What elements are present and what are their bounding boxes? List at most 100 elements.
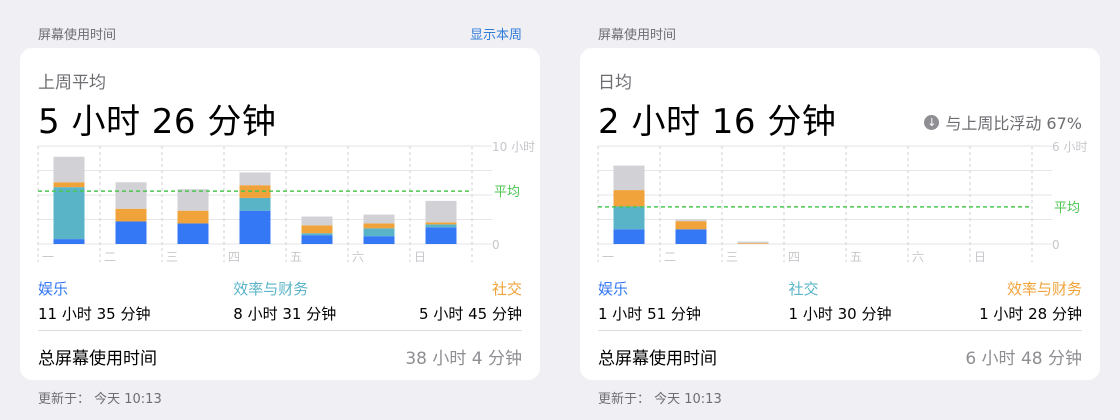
bar-segment [115,182,147,209]
category-social[interactable]: 社交 1 小时 30 分钟 [789,278,892,324]
usage-chart: 10 小时 0 一 二 三 四 五 六 日 平均 [37,140,535,264]
total-screen-time-value: 38 小时 4 分钟 [405,349,522,369]
bar-segment [675,229,707,244]
y-tick-label: 6 小时 [1052,140,1087,154]
week-comparison-text: 与上周比浮动 67% [945,114,1082,133]
bar-segment [675,219,707,222]
total-screen-time-label: 总屏幕使用时间 [598,349,717,369]
x-tick-label: 日 [414,250,426,264]
bar-segment [301,233,333,236]
bar-segment [239,197,271,211]
bar-segment [675,221,707,230]
category-name: 效率与财务 [233,280,309,298]
usage-card[interactable]: 上周平均 5 小时 26 分钟 10 小时 0 一 二 三 四 五 六 日 平均 娱乐 11 小时… [20,48,540,380]
category-entertainment[interactable]: 娱乐 11 小时 35 分钟 [38,278,150,324]
category-name: 社交 [491,280,522,298]
category-productivity[interactable]: 效率与财务 1 小时 28 分钟 [979,278,1082,324]
bar-segment [737,243,769,244]
bar-segment [177,189,209,211]
category-entertainment[interactable]: 娱乐 1 小时 51 分钟 [598,278,701,324]
category-name: 娱乐 [38,280,69,298]
bar-segment [425,200,457,223]
bar-segment [301,216,333,226]
y-tick-label: 0 [1052,238,1060,252]
weekly-panel: 屏幕使用时间 显示本周 上周平均 5 小时 26 分钟 10 小时 0 一 二 三 四 五 六… [20,0,540,420]
daily-average-total: 2 小时 16 分钟 [598,102,837,142]
bar-segment [737,241,769,244]
x-tick-label: 日 [974,250,986,264]
category-time: 1 小时 30 分钟 [788,305,892,323]
show-this-week-link[interactable]: 显示本周 [469,28,522,43]
bar-segment [363,228,395,237]
bar-segment [115,208,147,222]
bar-segment [53,187,85,240]
category-name: 效率与财务 [1006,280,1082,298]
section-header: 屏幕使用时间 [598,24,1082,43]
total-screen-time-row[interactable]: 总屏幕使用时间 6 小时 48 分钟 [598,344,1082,369]
average-usage-total: 5 小时 26 分钟 [38,102,277,142]
x-tick-label: 六 [352,250,364,264]
x-tick-label: 六 [912,250,924,264]
usage-chart: 6 小时 0 一 二 三 四 五 六 日 平均 [597,140,1087,264]
bar-segment [363,236,395,244]
bar-segment [53,156,85,183]
average-label: 平均 [494,185,520,200]
category-time: 11 小时 35 分钟 [38,305,151,323]
total-screen-time-value: 6 小时 48 分钟 [965,349,1082,369]
x-tick-label: 一 [602,250,614,264]
bar-segment [115,221,147,244]
bar-segment [177,223,209,244]
bar-segment [239,172,271,186]
y-tick-label: 0 [492,238,500,252]
x-tick-label: 四 [228,250,240,264]
x-tick-label: 二 [664,250,676,264]
category-productivity[interactable]: 效率与财务 8 小时 31 分钟 [233,278,336,324]
divider [598,330,1082,331]
x-tick-label: 二 [104,250,116,264]
x-tick-label: 五 [290,250,302,264]
x-tick-label: 三 [726,250,738,264]
x-tick-label: 三 [166,250,178,264]
usage-card[interactable]: 日均 2 小时 16 分钟 ↓ 与上周比浮动 67% 6 小时 0 一 二 三 四 五 六 日 平… [580,48,1100,380]
bar-segment [425,227,457,244]
total-screen-time-row[interactable]: 总屏幕使用时间 38 小时 4 分钟 [38,344,522,369]
bar-segment [613,206,645,230]
updated-timestamp: 更新于： 今天 10:13 [38,392,162,407]
bar-segment [613,229,645,244]
bar-segment [177,210,209,224]
total-screen-time-label: 总屏幕使用时间 [38,349,157,369]
week-comparison: ↓ 与上周比浮动 67% [924,110,1082,134]
bar-segment [301,235,333,244]
x-tick-label: 四 [788,250,800,264]
category-time: 8 小时 31 分钟 [233,305,337,323]
x-tick-label: 一 [42,250,54,264]
category-time: 1 小时 51 分钟 [598,305,701,323]
x-tick-label: 五 [850,250,862,264]
section-header: 屏幕使用时间 显示本周 [38,24,522,43]
bar-segment [53,239,85,244]
category-time: 5 小时 45 分钟 [419,305,522,323]
y-tick-label: 10 小时 [492,140,535,154]
bar-segment [53,182,85,188]
updated-timestamp: 更新于： 今天 10:13 [598,392,722,407]
category-social[interactable]: 社交 5 小时 45 分钟 [419,278,522,324]
arrow-down-circle-icon: ↓ [924,114,940,130]
card-subtitle: 日均 [598,73,632,93]
bar-segment [613,190,645,207]
average-label: 平均 [1054,201,1080,216]
bar-segment [425,222,457,225]
category-time: 1 小时 28 分钟 [979,305,1082,323]
bar-segment [239,210,271,244]
bar-segment [425,224,457,228]
bar-segment [301,225,333,234]
category-summary: 娱乐 11 小时 35 分钟 效率与财务 8 小时 31 分钟 社交 5 小时 … [38,278,522,324]
category-name: 社交 [788,280,819,298]
section-title: 屏幕使用时间 [598,28,677,43]
divider [38,330,522,331]
bar-segment [613,165,645,191]
bar-segment [363,214,395,224]
bar-segment [363,223,395,229]
category-name: 娱乐 [598,280,629,298]
category-summary: 娱乐 1 小时 51 分钟 社交 1 小时 30 分钟 效率与财务 1 小时 2… [598,278,1082,324]
section-title: 屏幕使用时间 [38,28,117,43]
